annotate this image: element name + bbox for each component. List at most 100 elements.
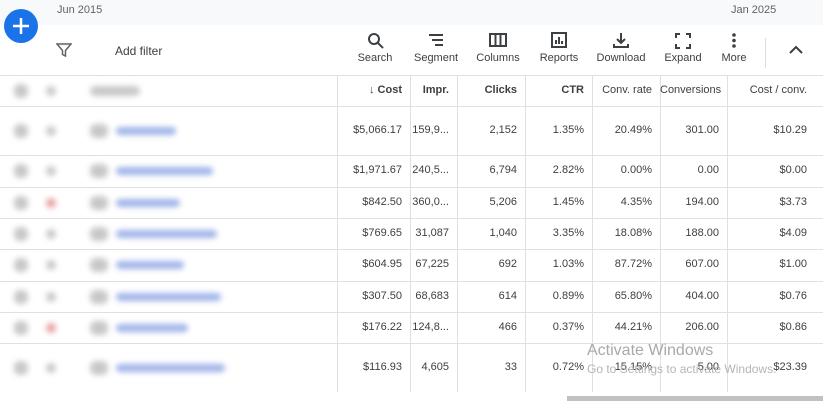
table-cell: $842.50 [362,195,402,208]
column-border [457,75,458,392]
table-cell: 2.82% [552,164,584,176]
blurred-name [116,363,225,372]
table-cell: 1.35% [552,124,584,136]
blurred-checkbox [14,226,28,241]
blurred-status [46,362,56,373]
header-label: CTR [561,84,584,96]
watermark-title: Activate Windows [587,342,714,359]
blurred-icon [90,164,108,178]
row-border [0,187,823,188]
table-cell: $0.00 [779,164,807,176]
column-header[interactable]: Clicks [457,84,525,96]
blurred-icon [90,124,108,138]
row-border [0,343,823,344]
table-cell: 2,152 [489,124,517,136]
toolbar-button[interactable]: More [704,32,764,64]
collapse-button[interactable] [788,44,804,56]
blurred-icon [90,258,108,272]
table-cell: 15.15% [614,360,652,373]
table-cell: 607.00 [685,258,719,270]
blurred-checkbox [14,84,28,98]
toolbar-button[interactable]: Reports [529,32,589,64]
column-header[interactable]: Conv. rate [592,84,660,96]
table-cell: $5,066.17 [353,124,402,136]
table-cell: $10.29 [773,124,807,136]
toolbar-button[interactable]: Search [345,32,405,64]
table-cell: 31,087 [415,226,449,239]
timeline-start: Jun 2015 [57,4,103,16]
column-border [525,75,526,392]
table-cell: 44.21% [614,320,652,333]
add-filter[interactable]: Add filter [115,44,163,58]
blurred-name [116,229,217,238]
table-cell: 4.35% [620,195,652,208]
table-cell: 4,605 [421,360,449,373]
blurred-status [46,228,56,239]
table-cell: 240,5... [412,164,449,176]
blurred-icon [90,226,108,241]
column-header[interactable]: Conversions [660,84,727,96]
table-cell: $4.09 [779,226,807,239]
button-icon [429,34,443,46]
blurred-icon [90,195,108,210]
blurred-status [46,197,56,208]
header-label: Cost / conv. [749,84,807,96]
blurred-status [46,126,56,136]
blurred-status [46,322,56,333]
table-cell: 18.08% [614,226,652,239]
table-cell: $0.76 [779,289,807,302]
table-cell: $769.65 [362,226,402,239]
table-cell: 0.89% [552,289,584,302]
table-cell: 3.35% [552,226,584,239]
divider [765,38,766,68]
table-cell: 0.00 [697,164,719,176]
button-icon [551,32,567,48]
table-cell: 692 [498,258,517,270]
scrollbar[interactable] [567,396,823,401]
table-cell: 188.00 [685,226,719,239]
table-cell: 360,0... [412,195,449,208]
column-header[interactable]: ↓ Cost [337,84,410,96]
column-header[interactable]: Cost / conv. [727,84,815,96]
row-border [0,281,823,282]
button-label: Reports [539,52,579,64]
blurred-checkbox [14,289,28,304]
header-label: Cost [377,84,402,96]
timeline [0,0,823,25]
toolbar-button[interactable]: Expand [653,32,713,64]
table-cell: 1,040 [489,226,517,239]
timeline-end: Jan 2025 [731,4,777,16]
blurred-checkbox [14,258,28,272]
header-label: Impr. [422,84,449,96]
table-cell: 33 [504,360,517,373]
column-header[interactable]: Impr. [410,84,457,96]
header-border [0,106,823,107]
create-button[interactable] [3,8,39,44]
table-cell: 301.00 [685,124,719,136]
table-cell: 20.49% [614,124,652,136]
button-label: Columns [476,52,520,64]
toolbar-button[interactable]: Download [591,32,651,64]
blurred-name [116,261,184,269]
table-cell: 67,225 [415,258,449,270]
column-header[interactable]: CTR [525,84,592,96]
column-border [410,75,411,392]
table-cell: 1.45% [552,195,584,208]
header-top-border [0,75,823,76]
button-icon [732,33,736,48]
toolbar-button[interactable]: Columns [468,32,528,64]
toolbar-button[interactable]: Segment [406,32,466,64]
table-cell: 159,9... [412,124,449,136]
blurred-checkbox [14,124,28,138]
table-cell: 0.37% [552,320,584,333]
column-border [337,75,338,392]
row-border [0,249,823,250]
blurred-icon [90,320,108,335]
filter-icon[interactable] [56,43,72,57]
table-cell: $1,971.67 [353,164,402,176]
table-cell: 5.00 [697,360,719,373]
table-cell: 65.80% [614,289,652,302]
blurred-checkbox [14,320,28,335]
table-cell: $176.22 [362,320,402,333]
